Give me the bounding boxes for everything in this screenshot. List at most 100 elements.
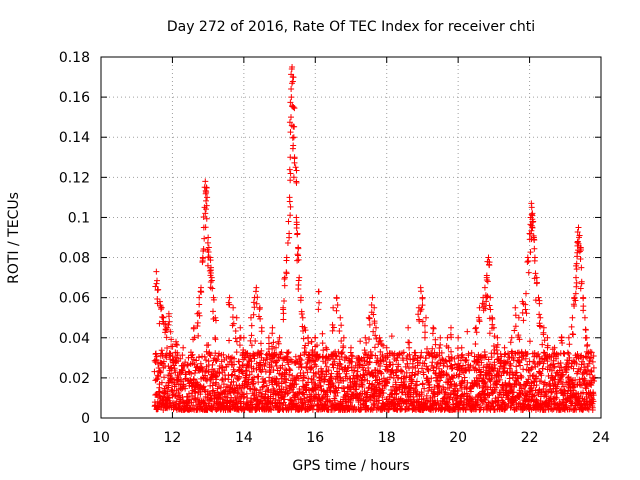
data-point (246, 385, 253, 392)
data-point (365, 365, 372, 372)
data-point (445, 344, 452, 351)
data-point (185, 390, 192, 397)
data-point (179, 367, 186, 374)
data-point (540, 324, 547, 331)
y-axis-title: ROTI / TECUs (6, 192, 22, 284)
data-point (295, 282, 302, 289)
data-point (155, 373, 162, 380)
data-point (238, 368, 245, 375)
data-point (458, 392, 465, 399)
data-point (198, 289, 205, 296)
data-point (306, 396, 313, 403)
data-point (231, 361, 238, 368)
data-point (528, 211, 535, 218)
data-point (229, 314, 236, 321)
data-point (226, 301, 233, 308)
data-point (486, 262, 493, 269)
data-point (287, 367, 294, 374)
data-point (448, 334, 455, 341)
data-point (384, 379, 391, 386)
data-point (377, 348, 384, 355)
data-point (164, 390, 171, 397)
data-point (251, 304, 258, 311)
data-point (417, 354, 424, 361)
data-point (493, 344, 500, 351)
data-point (182, 385, 189, 392)
data-point (252, 288, 259, 295)
data-point (569, 314, 576, 321)
data-point (329, 321, 336, 328)
data-point (564, 349, 571, 356)
data-point (351, 367, 358, 374)
data-point (448, 365, 455, 372)
data-point (573, 274, 579, 281)
data-point (287, 177, 294, 184)
data-point (348, 352, 355, 359)
data-point (203, 206, 210, 213)
data-point (331, 397, 338, 404)
data-point (524, 361, 531, 368)
data-point (501, 358, 508, 365)
data-point (294, 231, 301, 238)
data-point (266, 351, 273, 358)
data-point (573, 266, 580, 273)
data-point (501, 351, 508, 358)
data-point (156, 388, 163, 395)
data-point (209, 361, 216, 368)
data-point (293, 167, 300, 174)
data-point (281, 275, 288, 282)
data-point (550, 357, 557, 364)
data-point (199, 259, 206, 266)
data-point (330, 304, 337, 311)
data-point (437, 373, 444, 380)
data-point (577, 285, 584, 292)
data-point (243, 372, 250, 379)
data-point (229, 402, 236, 409)
data-point (207, 278, 214, 285)
data-point (293, 219, 300, 226)
data-point (413, 378, 420, 385)
data-point (240, 347, 247, 354)
data-point (366, 359, 373, 366)
data-point (565, 350, 572, 357)
data-point (375, 397, 382, 404)
data-point (507, 362, 514, 369)
data-point (384, 366, 391, 373)
data-point (191, 376, 198, 383)
data-point (180, 344, 187, 351)
data-point (280, 316, 287, 323)
data-point (159, 313, 166, 320)
data-point (295, 244, 302, 251)
data-point (299, 314, 306, 321)
data-point (197, 288, 204, 295)
data-point (241, 393, 248, 400)
data-point (196, 312, 203, 319)
data-point (220, 381, 227, 388)
data-point (335, 384, 342, 391)
data-point (399, 368, 406, 375)
data-point (393, 372, 400, 379)
data-point (304, 334, 311, 341)
data-point (156, 298, 163, 305)
data-point (158, 304, 165, 311)
data-point (473, 324, 479, 331)
data-point (480, 303, 487, 310)
data-point (359, 382, 366, 389)
data-point (233, 382, 240, 389)
data-point (295, 252, 302, 259)
data-point (437, 341, 444, 348)
data-point (317, 383, 324, 390)
data-point (587, 354, 594, 361)
data-point (323, 368, 330, 375)
data-point (299, 377, 306, 384)
data-point (188, 370, 195, 377)
data-point (560, 383, 567, 390)
data-point (260, 383, 267, 390)
data-point (284, 240, 291, 247)
data-point (333, 295, 340, 302)
y-tick-label: 0.08 (59, 251, 90, 267)
data-point (487, 306, 494, 313)
data-point (292, 377, 299, 384)
data-point (288, 94, 295, 101)
data-point (322, 401, 329, 408)
